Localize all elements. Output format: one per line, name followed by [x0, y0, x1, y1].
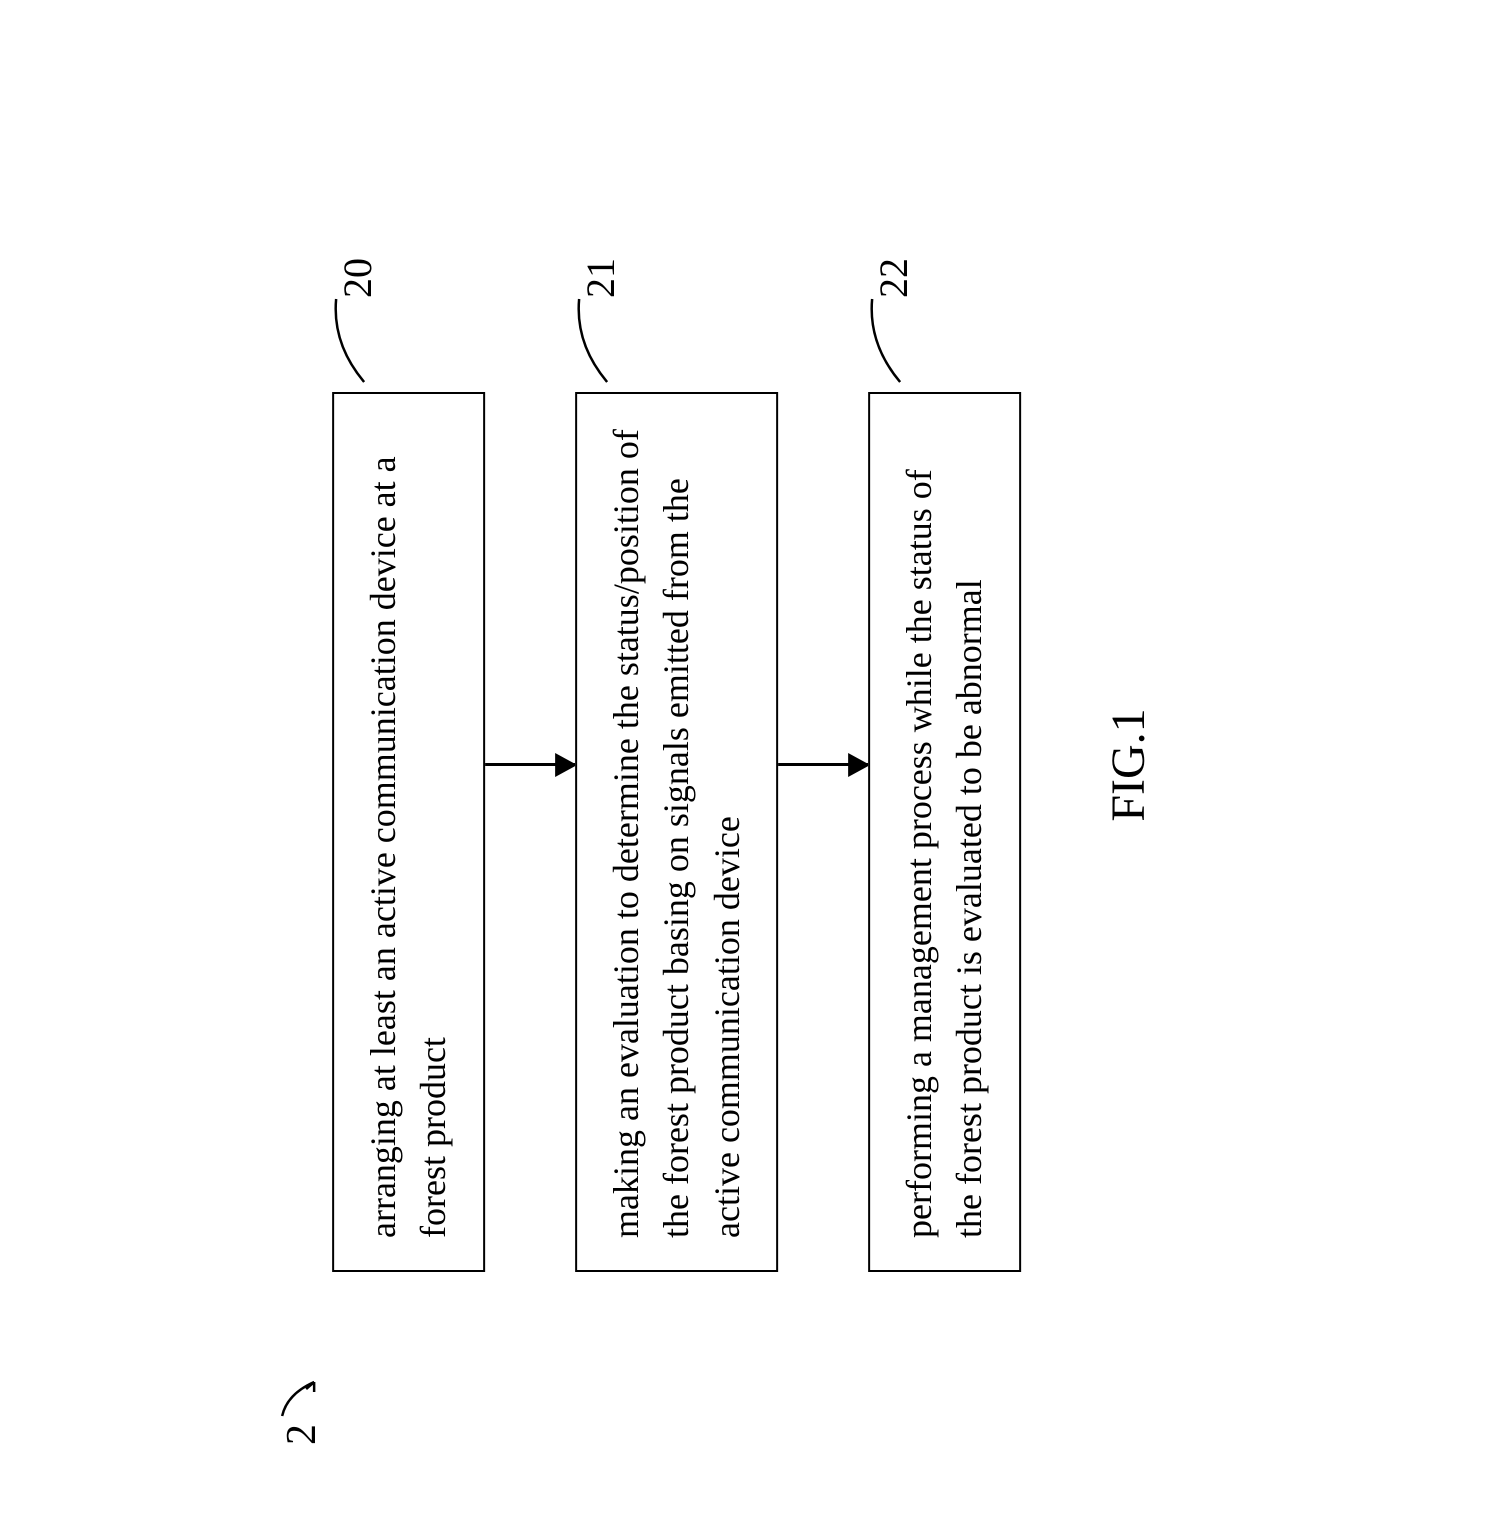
- flowchart-box-3: performing a management process while th…: [868, 392, 1021, 1272]
- step-row-3: performing a management process while th…: [868, 165, 1021, 1365]
- callout-curve-icon: [566, 294, 616, 384]
- flowchart-container: 2 arranging at least an active communica…: [332, 165, 1156, 1365]
- flowchart-box-2: making an evaluation to determine the st…: [574, 392, 777, 1272]
- callout-2: 21: [566, 258, 623, 384]
- callout-curve-icon: [324, 294, 374, 384]
- callout-3: 22: [860, 258, 917, 384]
- step-row-1: arranging at least an active communicati…: [332, 165, 485, 1365]
- step-row-2: making an evaluation to determine the st…: [574, 165, 777, 1365]
- callout-number-1: 20: [334, 258, 381, 298]
- figure-caption: FIG.1: [1100, 708, 1155, 821]
- diagram-number: 2: [278, 1424, 326, 1445]
- diagram-label-arrow-icon: [272, 1364, 332, 1424]
- flowchart-box-1: arranging at least an active communicati…: [332, 392, 485, 1272]
- callout-number-2: 21: [576, 258, 623, 298]
- callout-1: 20: [324, 258, 381, 384]
- box-text-2: making an evaluation to determine the st…: [605, 429, 746, 1238]
- callout-curve-icon: [860, 294, 910, 384]
- callout-number-3: 22: [870, 258, 917, 298]
- arrow-1-2: [484, 764, 574, 767]
- box-text-3: performing a management process while th…: [899, 469, 989, 1238]
- diagram-number-label: 2: [272, 1364, 332, 1445]
- box-text-1: arranging at least an active communicati…: [363, 456, 453, 1238]
- arrow-2-3: [778, 764, 868, 767]
